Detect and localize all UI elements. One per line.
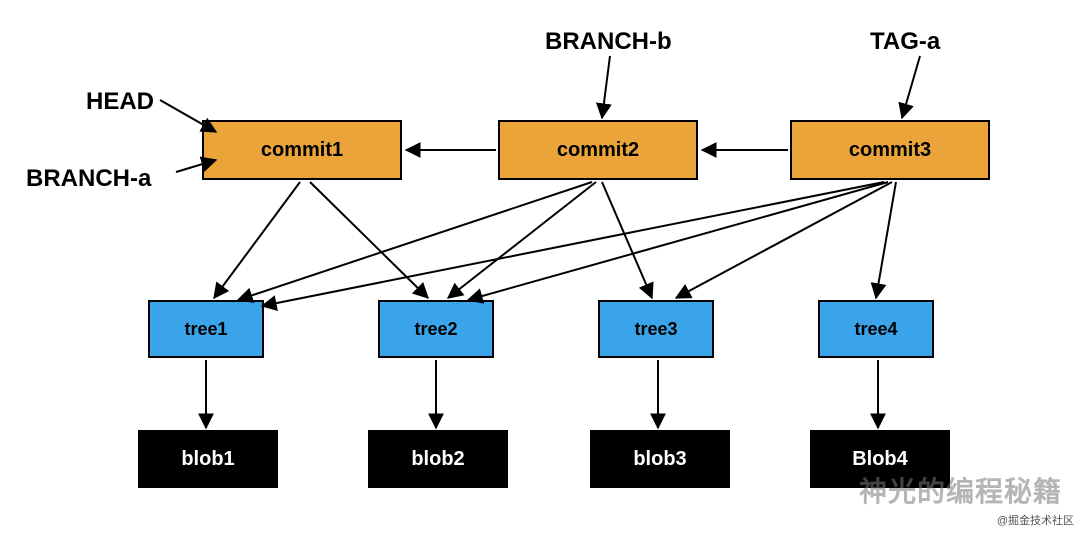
edge xyxy=(238,182,592,300)
edge xyxy=(876,182,896,298)
watermark: 神光的编程秘籍 xyxy=(859,470,1062,510)
edge xyxy=(902,56,920,118)
edge xyxy=(602,182,652,298)
edge xyxy=(310,182,428,298)
node-blob3-label: blob3 xyxy=(633,448,686,471)
node-blob2: blob2 xyxy=(368,430,508,488)
edge xyxy=(262,182,884,306)
node-commit1: commit1 xyxy=(202,120,402,180)
watermark-secondary: @掘金技术社区 xyxy=(997,512,1074,528)
node-tree1: tree1 xyxy=(148,300,264,358)
label-tag-a: TAG-a xyxy=(870,28,940,56)
node-tree4-label: tree4 xyxy=(854,319,897,340)
edge xyxy=(676,182,892,298)
label-head: HEAD xyxy=(86,88,154,116)
node-commit2-label: commit2 xyxy=(557,139,639,162)
node-blob3: blob3 xyxy=(590,430,730,488)
node-tree2-label: tree2 xyxy=(414,319,457,340)
edge xyxy=(468,182,888,300)
edge xyxy=(214,182,300,298)
node-tree3-label: tree3 xyxy=(634,319,677,340)
node-blob4-label: Blob4 xyxy=(852,448,908,471)
node-commit1-label: commit1 xyxy=(261,139,343,162)
node-tree1-label: tree1 xyxy=(184,319,227,340)
node-blob1: blob1 xyxy=(138,430,278,488)
node-blob2-label: blob2 xyxy=(411,448,464,471)
node-blob1-label: blob1 xyxy=(181,448,234,471)
edge xyxy=(448,182,596,298)
label-branch-a: BRANCH-a xyxy=(26,165,151,193)
node-commit3: commit3 xyxy=(790,120,990,180)
node-tree2: tree2 xyxy=(378,300,494,358)
node-commit3-label: commit3 xyxy=(849,139,931,162)
node-tree3: tree3 xyxy=(598,300,714,358)
node-commit2: commit2 xyxy=(498,120,698,180)
node-tree4: tree4 xyxy=(818,300,934,358)
label-branch-b: BRANCH-b xyxy=(545,28,672,56)
edge xyxy=(602,56,610,118)
